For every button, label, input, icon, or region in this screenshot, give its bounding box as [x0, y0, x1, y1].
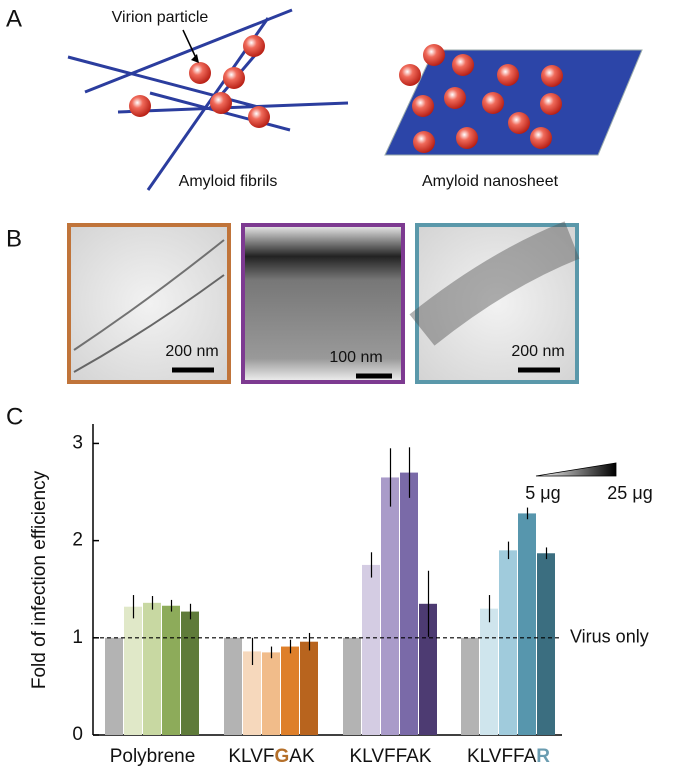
- diagram-label: Amyloid nanosheet: [422, 173, 559, 190]
- x-tick-label: KLVFGAK: [228, 746, 315, 767]
- x-tick-label: KLVFFAR: [467, 746, 550, 767]
- micrograph: [415, 223, 579, 384]
- bar: [105, 637, 123, 735]
- bar: [124, 606, 142, 735]
- y-tick-label: 3: [72, 432, 83, 453]
- micrograph: [67, 223, 231, 384]
- bar: [480, 608, 498, 735]
- fibrils: [67, 8, 349, 191]
- x-tick-label: KLVFFAK: [349, 746, 431, 767]
- bar: [537, 553, 555, 735]
- scale-bar-label: 200 nm: [511, 343, 564, 360]
- scale-bar-label: 200 nm: [165, 343, 218, 360]
- nanosheet: [384, 49, 643, 156]
- bar: [224, 637, 242, 735]
- bar: [300, 641, 318, 735]
- bar: [181, 611, 199, 735]
- y-axis-label: Fold of infection efficiency: [29, 470, 50, 689]
- panel-label: C: [6, 403, 23, 430]
- panel-label: B: [6, 225, 22, 252]
- bar: [162, 605, 180, 735]
- bar: [461, 637, 479, 735]
- diagram-label: Amyloid fibrils: [179, 173, 278, 190]
- x-tick-label: Polybrene: [110, 746, 196, 767]
- bar: [343, 637, 361, 735]
- bar: [419, 603, 437, 735]
- legend-label: 5 μg: [525, 483, 560, 503]
- chart: 0 1 2 3 Fold of infection efficiency Polybren…: [29, 424, 653, 767]
- bar: [243, 651, 261, 735]
- bar: [381, 477, 399, 735]
- bar: [400, 472, 418, 735]
- bar: [262, 652, 280, 735]
- virions: [399, 44, 563, 153]
- bar: [499, 550, 517, 735]
- bar: [362, 564, 380, 735]
- legend-label: 25 μg: [607, 483, 652, 503]
- panel-label: A: [6, 5, 22, 32]
- bar: [281, 646, 299, 735]
- reference-label: Virus only: [570, 627, 649, 647]
- y-tick-label: 1: [72, 627, 83, 648]
- fibril-image: [73, 239, 225, 351]
- bar: [143, 602, 161, 735]
- y-tick-label: 0: [72, 724, 83, 745]
- fibril-image: [409, 221, 580, 346]
- arrow-head: [191, 54, 199, 63]
- y-tick-label: 2: [72, 530, 83, 551]
- virions: [129, 35, 270, 128]
- diagram-label: Virion particle: [112, 9, 209, 26]
- fibril-image: [73, 274, 225, 373]
- scale-bar-label: 100 nm: [329, 349, 382, 366]
- micrograph: [241, 223, 405, 384]
- micrographs: 200 nm 100 nm 200 nm: [67, 221, 580, 384]
- legend-wedge: [535, 462, 617, 477]
- bar: [518, 513, 536, 735]
- arrow: [182, 29, 197, 59]
